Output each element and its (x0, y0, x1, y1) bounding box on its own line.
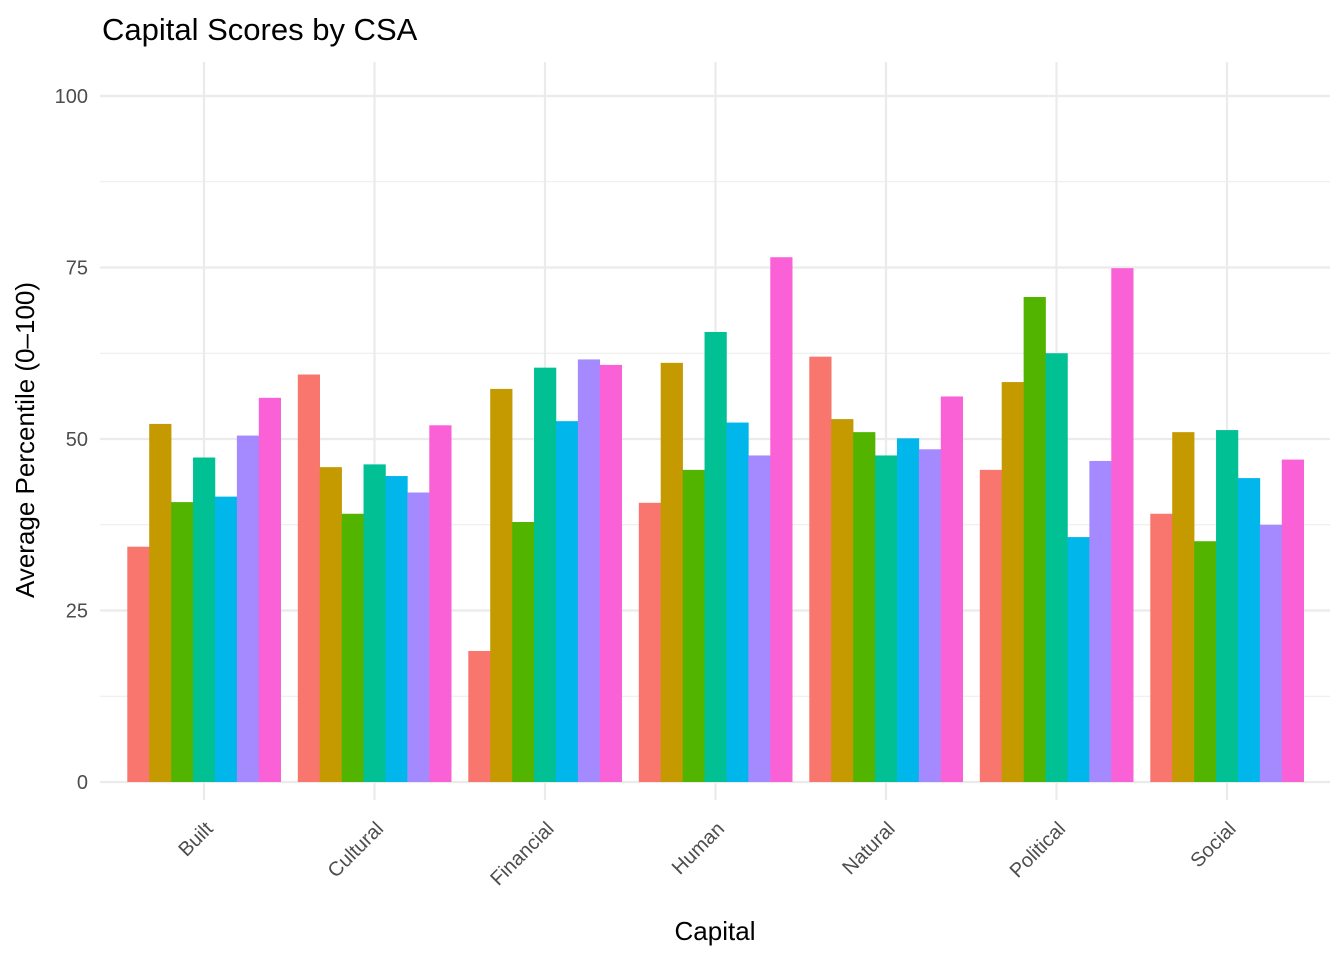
x-axis-title: Capital (675, 916, 756, 946)
x-tick-label: Social (1186, 818, 1240, 872)
bar-natural-3 (853, 432, 876, 782)
x-tick-label: Natural (838, 818, 899, 879)
bar-human-5 (726, 422, 749, 782)
bar-cultural-1 (297, 374, 321, 782)
bar-natural-1 (809, 356, 832, 782)
x-tick-label: Financial (486, 818, 558, 890)
bar-natural-7 (940, 396, 963, 782)
bar-cultural-3 (341, 513, 364, 782)
bar-human-7 (770, 257, 793, 783)
bar-political-3 (1023, 297, 1046, 782)
bar-political-4 (1045, 353, 1068, 782)
bar-human-3 (682, 469, 705, 782)
bar-natural-6 (918, 449, 942, 782)
bar-natural-5 (896, 438, 920, 782)
bar-built-4 (193, 457, 216, 782)
bar-human-4 (704, 331, 727, 782)
x-axis-ticks: Built Cultural Financial Human Natural Politi… (174, 818, 1240, 890)
bar-financial-6 (577, 359, 601, 782)
bar-built-5 (214, 496, 238, 782)
bar-financial-3 (512, 522, 535, 782)
bar-built-1 (127, 546, 150, 782)
bar-cultural-7 (429, 425, 452, 782)
bar-social-3 (1194, 541, 1217, 782)
bar-human-2 (660, 362, 683, 782)
bar-social-2 (1172, 432, 1195, 782)
y-tick-label: 100 (55, 86, 88, 108)
y-axis-title: Average Percentile (0–100) (10, 282, 40, 598)
bar-natural-4 (875, 455, 898, 782)
bar-social-5 (1237, 478, 1261, 782)
x-tick-label: Built (174, 818, 217, 861)
bar-social-1 (1150, 513, 1173, 782)
bar-social-6 (1259, 524, 1283, 782)
bar-social-4 (1216, 430, 1239, 782)
bar-financial-4 (534, 367, 557, 782)
bars (127, 257, 1304, 783)
y-tick-label: 50 (66, 429, 88, 451)
chart-title: Capital Scores by CSA (102, 12, 418, 47)
y-tick-label: 0 (77, 772, 88, 794)
bar-cultural-4 (363, 464, 386, 782)
y-tick-label: 75 (66, 258, 88, 280)
bar-built-7 (258, 397, 281, 782)
bar-financial-5 (555, 421, 579, 782)
bar-cultural-5 (385, 476, 408, 782)
x-tick-label: Political (1006, 818, 1070, 882)
bar-financial-1 (468, 650, 491, 782)
bar-political-2 (1001, 382, 1024, 782)
bar-cultural-6 (407, 492, 430, 782)
bar-human-6 (748, 455, 771, 782)
bar-political-1 (979, 469, 1003, 782)
bar-social-7 (1281, 459, 1304, 782)
x-tick-label: Cultural (324, 818, 388, 882)
bar-political-7 (1111, 268, 1134, 782)
bar-cultural-2 (319, 467, 342, 782)
x-tick-label: Human (668, 818, 729, 879)
y-tick-label: 25 (66, 601, 88, 623)
bar-built-2 (149, 423, 172, 782)
bar-human-1 (638, 502, 662, 782)
bar-financial-2 (490, 388, 513, 782)
bar-built-6 (236, 435, 260, 782)
y-axis-ticks: 0 25 50 75 100 (55, 86, 88, 794)
bar-political-5 (1067, 537, 1090, 782)
bar-political-6 (1089, 460, 1112, 782)
bar-financial-7 (599, 364, 622, 782)
bar-natural-2 (831, 419, 854, 782)
bar-built-3 (171, 502, 194, 782)
